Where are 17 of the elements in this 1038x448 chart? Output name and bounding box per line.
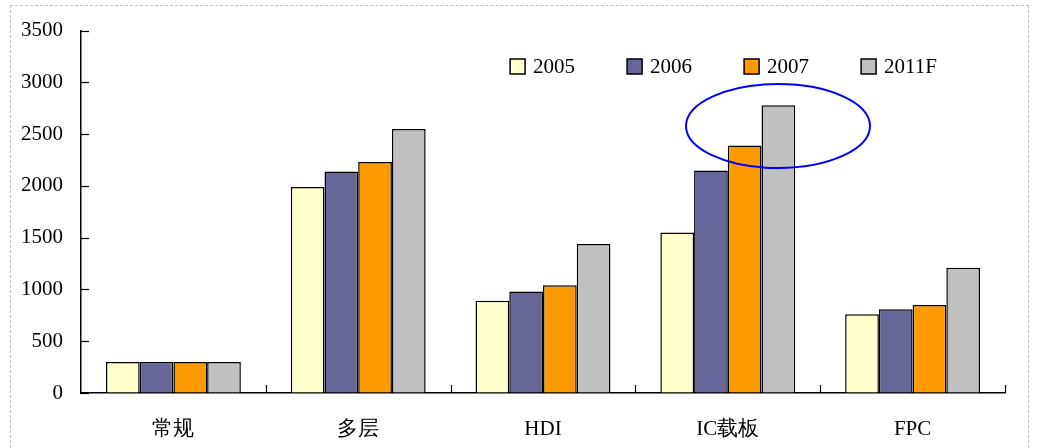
x-tick-label: HDI [524,416,562,441]
x-tick-label: 常规 [152,416,195,441]
y-tick-label: 3000 [21,68,63,93]
y-tick-label: 0 [52,379,63,404]
x-tick-label: FPC [893,416,932,441]
legend-label: 2006 [650,54,693,79]
y-tick-label: 3500 [21,17,63,42]
x-tick-label: 多层 [337,416,380,441]
x-tick-label: IC载板 [696,416,760,441]
y-tick-label: 2000 [21,172,63,197]
y-tick-label: 1000 [21,275,63,300]
y-tick-label: 2500 [21,120,63,145]
legend-label: 2011F [884,54,938,79]
legend-label: 2007 [767,54,810,79]
y-tick-label: 1500 [21,224,63,249]
y-tick-label: 500 [31,327,63,352]
legend-label: 2005 [533,54,576,79]
